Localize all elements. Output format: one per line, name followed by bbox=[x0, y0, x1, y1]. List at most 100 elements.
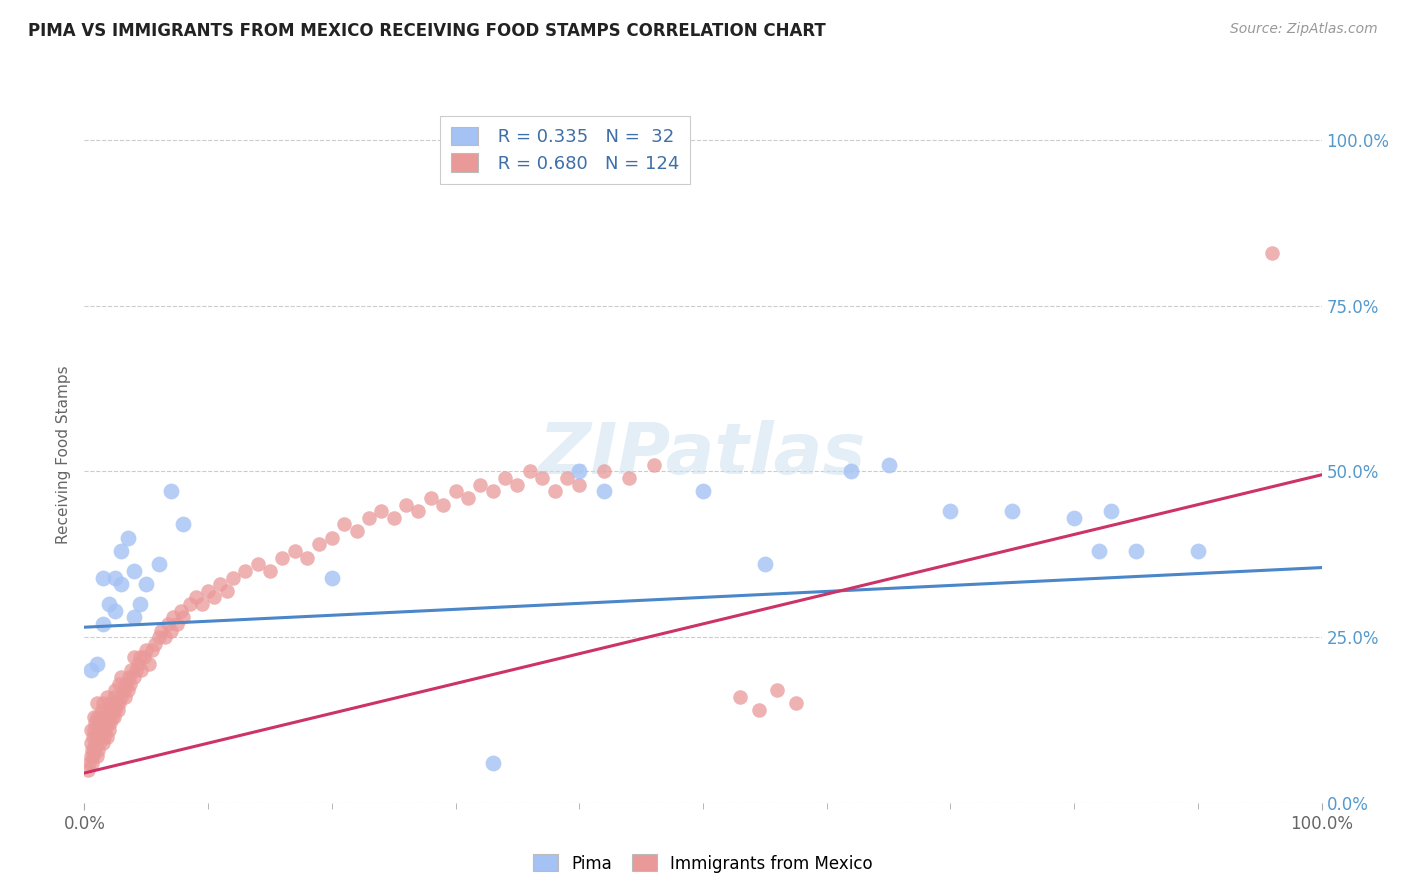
Point bbox=[321, 531, 343, 545]
Point bbox=[191, 597, 214, 611]
Point bbox=[568, 465, 591, 479]
Point bbox=[1099, 504, 1122, 518]
Point bbox=[104, 604, 127, 618]
Point bbox=[222, 570, 245, 584]
Point bbox=[122, 610, 145, 624]
Point bbox=[728, 690, 751, 704]
Point bbox=[259, 564, 281, 578]
Point bbox=[115, 676, 138, 690]
Point bbox=[419, 491, 441, 505]
Point bbox=[86, 749, 108, 764]
Point bbox=[86, 709, 108, 723]
Point bbox=[122, 564, 145, 578]
Point bbox=[118, 670, 141, 684]
Point bbox=[519, 465, 541, 479]
Point bbox=[80, 756, 103, 770]
Point bbox=[120, 676, 142, 690]
Point bbox=[135, 577, 157, 591]
Point bbox=[89, 716, 111, 731]
Point bbox=[543, 484, 565, 499]
Point bbox=[568, 477, 591, 491]
Text: PIMA VS IMMIGRANTS FROM MEXICO RECEIVING FOOD STAMPS CORRELATION CHART: PIMA VS IMMIGRANTS FROM MEXICO RECEIVING… bbox=[28, 22, 825, 40]
Point bbox=[129, 663, 152, 677]
Point bbox=[593, 465, 616, 479]
Point bbox=[141, 643, 163, 657]
Point bbox=[98, 597, 121, 611]
Point bbox=[96, 730, 118, 744]
Point bbox=[97, 716, 120, 731]
Point bbox=[308, 537, 330, 551]
Point bbox=[395, 498, 418, 512]
Legend: Pima, Immigrants from Mexico: Pima, Immigrants from Mexico bbox=[526, 847, 880, 880]
Point bbox=[82, 749, 104, 764]
Point bbox=[129, 650, 152, 665]
Point bbox=[90, 723, 112, 737]
Point bbox=[79, 749, 101, 764]
Point bbox=[555, 471, 578, 485]
Point bbox=[1063, 511, 1085, 525]
Point bbox=[117, 683, 139, 698]
Point bbox=[143, 637, 166, 651]
Point bbox=[87, 743, 110, 757]
Point bbox=[1088, 544, 1111, 558]
Point bbox=[754, 558, 776, 572]
Point bbox=[370, 504, 392, 518]
Point bbox=[83, 723, 105, 737]
Point bbox=[162, 610, 184, 624]
Point bbox=[157, 616, 180, 631]
Y-axis label: Receiving Food Stamps: Receiving Food Stamps bbox=[56, 366, 72, 544]
Point bbox=[877, 458, 900, 472]
Point bbox=[432, 498, 454, 512]
Point bbox=[82, 730, 104, 744]
Point bbox=[246, 558, 269, 572]
Point bbox=[939, 504, 962, 518]
Point bbox=[284, 544, 307, 558]
Point bbox=[841, 465, 863, 479]
Point bbox=[172, 610, 194, 624]
Point bbox=[122, 650, 145, 665]
Point bbox=[692, 484, 714, 499]
Point bbox=[96, 690, 118, 704]
Point bbox=[1001, 504, 1024, 518]
Point bbox=[766, 683, 789, 698]
Point bbox=[444, 484, 467, 499]
Point bbox=[593, 484, 616, 499]
Point bbox=[481, 484, 503, 499]
Point bbox=[84, 736, 107, 750]
Point bbox=[215, 583, 238, 598]
Point bbox=[80, 743, 103, 757]
Point bbox=[105, 697, 128, 711]
Point bbox=[98, 723, 121, 737]
Point bbox=[122, 670, 145, 684]
Point bbox=[86, 730, 108, 744]
Point bbox=[107, 703, 129, 717]
Point bbox=[90, 703, 112, 717]
Point bbox=[172, 517, 194, 532]
Point bbox=[96, 709, 118, 723]
Point bbox=[83, 709, 105, 723]
Point bbox=[129, 597, 152, 611]
Point bbox=[271, 550, 294, 565]
Point bbox=[103, 690, 125, 704]
Point bbox=[110, 670, 132, 684]
Point bbox=[86, 657, 108, 671]
Point bbox=[643, 458, 665, 472]
Point bbox=[91, 736, 114, 750]
Point bbox=[408, 504, 430, 518]
Text: Source: ZipAtlas.com: Source: ZipAtlas.com bbox=[1230, 22, 1378, 37]
Point bbox=[494, 471, 516, 485]
Point bbox=[617, 471, 640, 485]
Point bbox=[120, 663, 142, 677]
Point bbox=[108, 676, 131, 690]
Point bbox=[202, 591, 225, 605]
Point bbox=[785, 697, 807, 711]
Point bbox=[531, 471, 554, 485]
Point bbox=[84, 716, 107, 731]
Point bbox=[104, 683, 127, 698]
Point bbox=[170, 604, 193, 618]
Point bbox=[135, 643, 157, 657]
Point bbox=[91, 616, 114, 631]
Point bbox=[98, 716, 121, 731]
Point bbox=[79, 723, 101, 737]
Point bbox=[79, 736, 101, 750]
